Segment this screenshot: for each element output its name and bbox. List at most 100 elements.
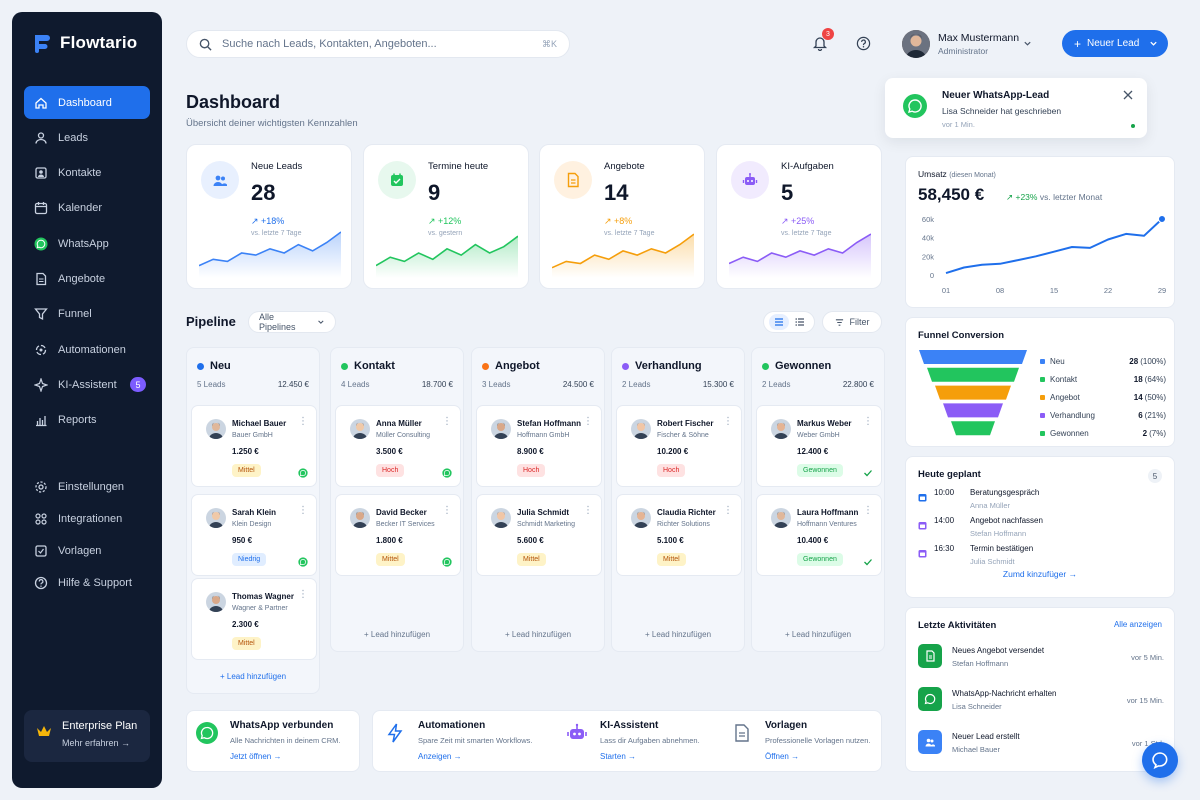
toast-message: Lisa Schneider hat geschrieben: [942, 106, 1062, 116]
lead-name: David Becker: [376, 508, 427, 517]
sidebar-item-angebote[interactable]: Angebote: [24, 262, 150, 295]
whatsapp-icon[interactable]: [442, 554, 452, 567]
add-lead-link[interactable]: + Lead hinzufügen: [219, 672, 287, 681]
sidebar-item-kalender[interactable]: Kalender: [24, 192, 150, 225]
activity-item[interactable]: WhatsApp-Nachricht erhalten Lisa Schneide…: [918, 687, 1164, 715]
activity-item[interactable]: Neuer Lead erstellt Michael Bauer vor 1 St…: [918, 730, 1164, 758]
whatsapp-icon: [34, 237, 48, 251]
lead-card[interactable]: Markus Weber Weber GmbH 12.400 € Gewonnen ⋮: [756, 405, 882, 487]
legend-percent: (100%): [1140, 357, 1166, 367]
whatsapp-icon[interactable]: [298, 465, 308, 478]
add-appointment-link[interactable]: Zumd kinzufüger →: [1002, 569, 1078, 579]
view-toggle: [763, 311, 815, 333]
sidebar-item-ki-assistent[interactable]: KI-Assistent 5: [24, 368, 150, 401]
lead-card[interactable]: Sarah Klein Klein Design 950 € Niedrig ⋮: [191, 494, 317, 576]
more-options-icon[interactable]: ⋮: [863, 416, 873, 427]
chevron-down-icon[interactable]: [1023, 39, 1032, 48]
sidebar-item-hilfe-support[interactable]: Hilfe & Support: [24, 568, 150, 598]
feature-link[interactable]: Jetzt öffnen →: [230, 752, 282, 761]
lead-card[interactable]: Claudia Richter Richter Solutions 5.100 € M…: [616, 494, 742, 576]
pipeline-select[interactable]: Alle Pipelines: [248, 311, 336, 333]
activity-item[interactable]: Neues Angebot versendet Stefan Hoffmann vo…: [918, 644, 1164, 672]
lead-card[interactable]: David Becker Becker IT Services 1.800 € Mit…: [335, 494, 461, 576]
legend-label: Neu: [1050, 357, 1065, 367]
lead-card[interactable]: Michael Bauer Bauer GmbH 1.250 € Mittel ⋮: [191, 405, 317, 487]
sidebar-item-reports[interactable]: Reports: [24, 404, 150, 437]
pipeline-column-neu: Neu 5 Leads 12.450 € Michael Bauer Bauer Gmb…: [186, 347, 320, 694]
column-header: Kontakt: [341, 360, 395, 372]
lead-name: Stefan Hoffmann: [517, 419, 581, 428]
stat-card-ai-tasks[interactable]: KI-Aufgaben 5 ↗ +25% vs. letzte 7 Tage: [716, 144, 882, 289]
more-options-icon[interactable]: ⋮: [583, 416, 593, 427]
activity-title: Letzte Aktivitäten: [918, 620, 997, 631]
more-options-icon[interactable]: ⋮: [723, 505, 733, 516]
sidebar-item-label: Kalender: [58, 202, 103, 215]
search-input[interactable]: [222, 38, 542, 50]
lead-card[interactable]: Anna Müller Müller Consulting 3.500 € Hoch ⋮: [335, 405, 461, 487]
lead-card[interactable]: Laura Hoffmann Hoffmann Ventures 10.400 € G…: [756, 494, 882, 576]
more-options-icon[interactable]: ⋮: [442, 505, 452, 516]
close-icon[interactable]: [1123, 90, 1133, 100]
lead-card[interactable]: Stefan Hoffmann Hoffmann GmbH 8.900 € Hoch ⋮: [476, 405, 602, 487]
list-view-button[interactable]: [768, 314, 789, 330]
brand[interactable]: Flowtario: [32, 32, 150, 54]
sidebar-item-automationen[interactable]: Automationen: [24, 333, 150, 366]
activity-title: WhatsApp-Nachricht erhalten: [952, 689, 1057, 698]
chat-button[interactable]: [1142, 742, 1178, 778]
more-options-icon[interactable]: ⋮: [863, 505, 873, 516]
add-lead-link[interactable]: + Lead hinzufügen: [784, 630, 852, 639]
whatsapp-icon[interactable]: [442, 465, 452, 478]
plan-link[interactable]: Mehr erfahren →: [62, 738, 131, 748]
new-lead-button[interactable]: + Neuer Lead: [1062, 30, 1168, 57]
more-options-icon[interactable]: ⋮: [723, 416, 733, 427]
lead-card[interactable]: Robert Fischer Fischer & Söhne 10.200 € Hoc…: [616, 405, 742, 487]
sidebar-item-vorlagen[interactable]: Vorlagen: [24, 536, 150, 566]
feature-link[interactable]: Öffnen →: [765, 752, 800, 761]
more-options-icon[interactable]: ⋮: [298, 505, 308, 516]
user-avatar[interactable]: [902, 30, 930, 58]
sidebar-item-funnel[interactable]: Funnel: [24, 298, 150, 331]
stat-label: KI-Aufgaben: [781, 161, 834, 172]
sidebar-item-einstellungen[interactable]: Einstellungen: [24, 472, 150, 502]
sidebar-item-dashboard[interactable]: Dashboard: [24, 86, 150, 119]
show-all-link[interactable]: Alle anzeigen: [1113, 620, 1162, 629]
sidebar-item-kontakte[interactable]: Kontakte: [24, 157, 150, 190]
lead-card[interactable]: Julia Schmidt Schmidt Marketing 5.600 € Mit…: [476, 494, 602, 576]
add-lead-link[interactable]: + Lead hinzufügen: [504, 630, 572, 639]
more-options-icon[interactable]: ⋮: [442, 416, 452, 427]
user-name[interactable]: Max Mustermann: [938, 32, 1020, 44]
filter-button[interactable]: Filter: [822, 311, 882, 333]
plan-card[interactable]: Enterprise Plan Mehr erfahren →: [24, 710, 150, 762]
filter-label: Filter: [849, 317, 870, 327]
check-icon: [863, 465, 873, 477]
feature-link[interactable]: Anzeigen →: [418, 752, 462, 761]
bell-icon[interactable]: [812, 35, 828, 51]
automation-icon: [34, 343, 48, 357]
pipeline-column-verhandlung: Verhandlung 2 Leads 15.300 € Robert Fischer…: [611, 347, 745, 652]
chevron-down-icon[interactable]: [1149, 39, 1158, 48]
sidebar-item-integrationen[interactable]: Integrationen: [24, 504, 150, 534]
column-header: Angebot: [482, 360, 540, 372]
more-options-icon[interactable]: ⋮: [298, 416, 308, 427]
more-options-icon[interactable]: ⋮: [583, 505, 593, 516]
compact-view-button[interactable]: [790, 314, 810, 330]
sidebar-item-label: Kontakte: [58, 167, 102, 180]
search-bar[interactable]: ⌘K: [186, 30, 570, 58]
avatar: [491, 419, 511, 439]
revenue-chart: 60k 40k 20k 0 01 08 15 22 29: [922, 215, 1166, 295]
stat-card-offers[interactable]: Angebote 14 ↗ +8% vs. letzte 7 Tage: [539, 144, 705, 289]
sidebar-item-whatsapp[interactable]: WhatsApp: [24, 227, 150, 260]
feature-link[interactable]: Starten →: [600, 752, 637, 761]
stat-card-appointments-today[interactable]: Termine heute 9 ↗ +12% vs. gestern: [363, 144, 529, 289]
add-lead-link[interactable]: + Lead hinzufügen: [644, 630, 712, 639]
notification-toast[interactable]: Neuer WhatsApp-Lead Lisa Schneider hat g…: [885, 78, 1147, 138]
help-icon[interactable]: [856, 36, 871, 51]
sidebar-item-leads[interactable]: Leads: [24, 121, 150, 154]
stat-card-new-leads[interactable]: Neue Leads 28 ↗ +18% vs. letzte 7 Tage: [186, 144, 352, 289]
stat-sparkline: [376, 235, 518, 278]
add-lead-link[interactable]: + Lead hinzufügen: [363, 630, 431, 639]
whatsapp-icon[interactable]: [298, 554, 308, 567]
lead-card[interactable]: Thomas Wagner Wagner & Partner 2.300 € Mitt…: [191, 578, 317, 660]
more-options-icon[interactable]: ⋮: [298, 589, 308, 600]
stat-label: Angebote: [604, 161, 645, 172]
